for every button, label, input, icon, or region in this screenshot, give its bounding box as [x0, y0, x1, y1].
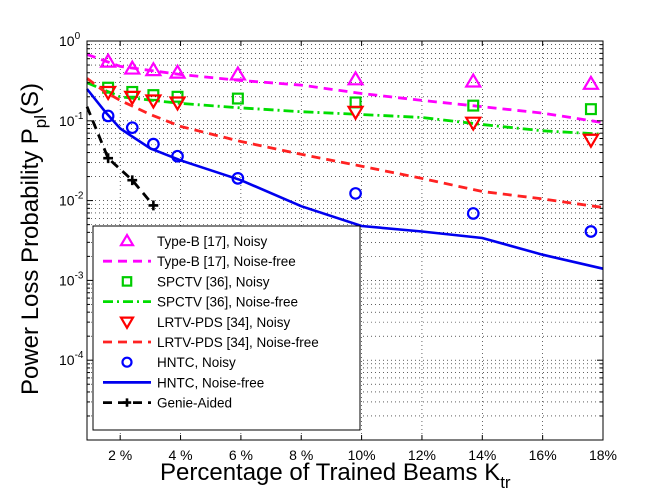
data-point-type-b-17-noisy: [464, 72, 483, 88]
legend-entry-type-b-17-noise-free: Type-B [17], Noise-free: [103, 254, 296, 269]
legend-marker-hntc-noisy: [121, 356, 133, 368]
series-line-type-b-17-noise-free: [86, 53, 604, 124]
legend-entry-spctv-36-noise-free: SPCTV [36], Noise-free: [103, 295, 298, 310]
data-point-hntc-noisy: [349, 187, 362, 200]
y-tick-label: 10-4: [59, 350, 84, 368]
legend-label: LRTV-PDS [34], Noisy: [157, 315, 291, 330]
legend-marker-type-b-17-noisy: [119, 232, 135, 247]
data-point-hntc-noisy: [466, 207, 480, 220]
legend-entry-hntc-noise-free: HNTC, Noise-free: [103, 375, 264, 390]
series-line-hntc-noise-free: [85, 88, 604, 270]
x-tick-label: 4 %: [168, 447, 192, 463]
legend-entry-type-b-17-noisy: Type-B [17], Noisy: [119, 232, 268, 249]
legend-entry-lrtv-pds-34-noisy: LRTV-PDS [34], Noisy: [119, 315, 291, 330]
legend-label: Type-B [17], Noisy: [157, 234, 268, 249]
series-7: [85, 88, 604, 270]
legend-entry-spctv-36-noisy: SPCTV [36], Noisy: [121, 274, 270, 289]
axis-ticks: 2 % 4 % 6 % 8 % 10% 12% 14% 16% 18% 100 10-1 10-2 10…: [59, 31, 617, 463]
legend-label: LRTV-PDS [34], Noise-free: [157, 335, 319, 350]
data-point-genie-aided: [127, 175, 138, 186]
data-point-genie-aided: [148, 200, 159, 211]
y-axis-title: Power Loss Probability Ppl(S): [17, 83, 50, 395]
x-tick-label: 16%: [529, 447, 557, 463]
series-4: [99, 85, 600, 149]
data-point-hntc-noisy: [101, 109, 115, 123]
data-point-genie-aided: [103, 153, 114, 164]
data-point-spctv-36-noisy: [584, 103, 597, 116]
data-point-type-b-17-noisy: [582, 74, 600, 90]
legend-label: Type-B [17], Noise-free: [157, 254, 296, 269]
x-tick-label: 18%: [589, 447, 617, 463]
legend-entry-lrtv-pds-34-noise-free: LRTV-PDS [34], Noise-free: [103, 335, 319, 350]
x-tick-label: 10%: [348, 447, 376, 463]
legend-label: Genie-Aided: [157, 396, 232, 411]
x-axis-title: Percentage of Trained Beams Ktr: [160, 459, 511, 492]
series-line-lrtv-pds-34-noise-free: [86, 77, 604, 209]
data-point-type-b-17-noisy: [168, 63, 187, 79]
legend-label: HNTC, Noisy: [157, 355, 236, 370]
legend-marker-spctv-36-noisy: [121, 276, 133, 287]
series-8: [85, 106, 159, 211]
y-tick-label: 100: [59, 31, 81, 49]
data-point-type-b-17-noisy: [228, 65, 247, 81]
legend-label: HNTC, Noise-free: [157, 375, 264, 390]
legend-entry-genie-aided: Genie-Aided: [103, 396, 232, 411]
series-layer: [85, 52, 604, 270]
legend-label: SPCTV [36], Noisy: [157, 274, 270, 289]
data-point-spctv-36-noisy: [231, 92, 244, 105]
x-tick-label: 2 %: [108, 447, 132, 463]
data-point-lrtv-pds-34-noisy: [123, 90, 142, 106]
y-tick-label: 10-2: [59, 191, 84, 209]
legend-marker-lrtv-pds-34-noisy: [119, 316, 135, 330]
plot-frame: [86, 40, 604, 441]
data-point-lrtv-pds-34-noisy: [464, 116, 483, 132]
data-point-lrtv-pds-34-noisy: [144, 94, 163, 110]
series-0: [99, 52, 600, 90]
x-tick-label: 8 %: [289, 447, 313, 463]
x-tick-label: 12%: [408, 447, 436, 463]
legend: Type-B [17], Noisy Type-B [17], Noise-fre…: [92, 225, 361, 431]
legend-marker-genie-aided: [122, 398, 132, 407]
data-point-type-b-17-noisy: [346, 70, 365, 86]
x-tick-label: 6 %: [229, 447, 253, 463]
series-1: [86, 53, 604, 124]
y-tick-label: 10-3: [59, 270, 84, 288]
legend-label: SPCTV [36], Noise-free: [157, 295, 298, 310]
data-point-spctv-36-noisy: [467, 99, 480, 112]
y-tick-label: 10-1: [59, 111, 84, 129]
x-tick-label: 14%: [468, 447, 496, 463]
data-point-lrtv-pds-34-noisy: [582, 133, 600, 149]
series-5: [86, 77, 604, 209]
data-point-hntc-noisy: [584, 225, 598, 238]
data-point-hntc-noisy: [125, 121, 139, 135]
data-point-lrtv-pds-34-noisy: [346, 105, 365, 121]
data-point-lrtv-pds-34-noisy: [168, 96, 187, 112]
legend-entry-hntc-noisy: HNTC, Noisy: [121, 355, 236, 370]
series-6: [101, 109, 598, 238]
